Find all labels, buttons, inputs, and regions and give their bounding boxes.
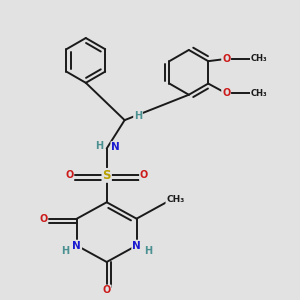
Text: N: N — [111, 142, 120, 152]
Text: O: O — [103, 285, 111, 295]
Text: O: O — [222, 54, 230, 64]
Text: H: H — [144, 246, 153, 256]
Text: O: O — [65, 170, 74, 180]
Text: O: O — [39, 214, 47, 224]
Text: CH₃: CH₃ — [251, 54, 267, 63]
Text: CH₃: CH₃ — [251, 89, 267, 98]
Text: H: H — [61, 246, 69, 256]
Text: N: N — [132, 241, 141, 250]
Text: N: N — [73, 241, 81, 250]
Text: CH₃: CH₃ — [166, 195, 184, 204]
Text: O: O — [222, 88, 230, 98]
Text: H: H — [95, 140, 103, 151]
Text: S: S — [103, 169, 111, 182]
Text: H: H — [134, 111, 142, 121]
Text: O: O — [140, 170, 148, 180]
